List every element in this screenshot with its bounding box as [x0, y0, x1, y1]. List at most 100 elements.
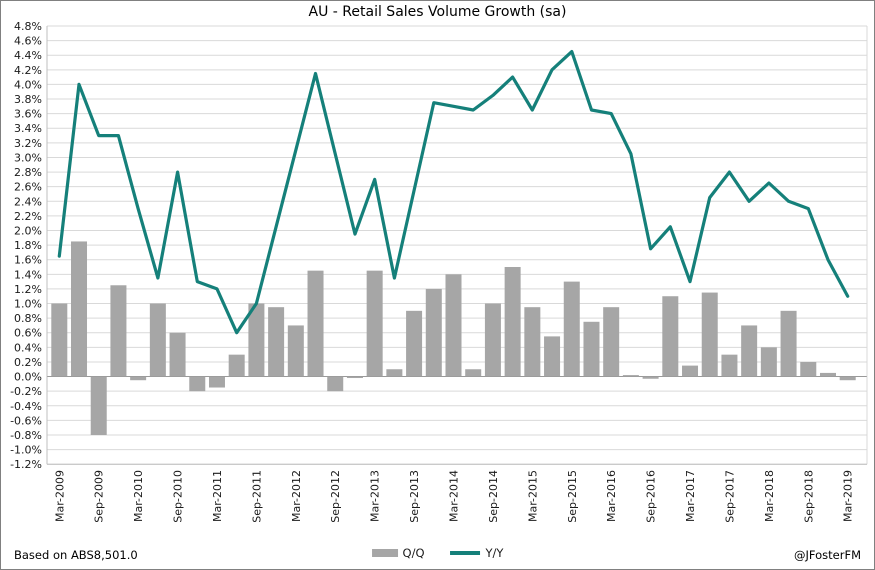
bar-qoq — [386, 369, 403, 377]
bar-qoq — [425, 288, 442, 377]
credit-note: @JFosterFM — [794, 548, 861, 562]
x-tick-label: Mar-2010 — [132, 470, 145, 522]
bar-qoq — [839, 376, 856, 381]
y-tick-label: 3.8% — [14, 93, 42, 106]
y-tick-label: 2.0% — [14, 224, 42, 237]
y-tick-label: 0.2% — [14, 356, 42, 369]
x-tick-label: Sep-2014 — [487, 470, 500, 523]
bar-qoq — [642, 376, 659, 379]
bar-qoq — [504, 267, 521, 377]
y-tick-label: 4.4% — [14, 49, 42, 62]
x-tick-label: Mar-2013 — [369, 470, 382, 522]
bar-qoq — [760, 347, 777, 377]
y-tick-label: 0.0% — [14, 371, 42, 384]
bar-qoq — [662, 296, 679, 377]
x-tick-label: Sep-2015 — [566, 470, 579, 523]
y-tick-label: 1.4% — [14, 268, 42, 281]
y-tick-label: 1.2% — [14, 283, 42, 296]
x-tick-label: Sep-2016 — [645, 470, 658, 523]
bar-qoq — [307, 270, 324, 377]
bar-qoq — [583, 321, 600, 377]
y-tick-label: 4.0% — [14, 78, 42, 91]
y-tick-label: -1.2% — [10, 458, 42, 471]
x-tick-label: Mar-2015 — [526, 470, 539, 522]
bar-qoq — [465, 369, 482, 377]
bar-qoq — [484, 303, 501, 377]
x-tick-label: Sep-2010 — [172, 470, 185, 523]
bar-qoq — [701, 292, 718, 377]
bar-qoq — [819, 372, 836, 377]
line-yoy — [57, 49, 850, 335]
bar-qoq — [169, 332, 186, 377]
bar-qoq — [406, 310, 423, 377]
bar-qoq — [268, 307, 285, 377]
bar-qoq — [71, 241, 88, 377]
x-tick-label: Sep-2009 — [93, 470, 106, 523]
x-tick-label: Mar-2016 — [605, 470, 618, 522]
bar-qoq — [780, 310, 797, 377]
bar-qoq — [327, 376, 344, 392]
bar-qoq — [366, 270, 383, 377]
y-tick-label: 2.6% — [14, 181, 42, 194]
bar-qoq — [90, 376, 107, 435]
bar-qoq — [800, 361, 817, 377]
legend-bar-swatch-icon — [371, 549, 398, 557]
x-tick-label: Sep-2017 — [723, 470, 736, 523]
bar-qoq — [208, 376, 225, 388]
y-tick-label: 3.0% — [14, 151, 42, 164]
x-tick-label: Mar-2018 — [763, 470, 776, 522]
bar-qoq — [228, 354, 245, 377]
bar-qoq — [682, 365, 699, 377]
y-tick-label: 2.2% — [14, 210, 42, 223]
legend-line-swatch-icon — [450, 551, 481, 555]
y-tick-label: 4.6% — [14, 35, 42, 48]
y-tick-label: 3.4% — [14, 122, 42, 135]
y-tick-label: 0.6% — [14, 327, 42, 340]
y-tick-label: 0.4% — [14, 341, 42, 354]
bar-qoq — [721, 354, 738, 377]
bar-qoq — [248, 303, 265, 377]
y-tick-label: -0.8% — [10, 429, 42, 442]
bar-qoq — [544, 336, 561, 377]
y-tick-label: -0.2% — [10, 385, 42, 398]
x-tick-label: Mar-2019 — [842, 470, 855, 522]
bar-qoq — [110, 285, 127, 377]
y-tick-label: 1.8% — [14, 239, 42, 252]
x-tick-label: Mar-2011 — [211, 470, 224, 522]
y-tick-label: -0.6% — [10, 414, 42, 427]
bar-qoq — [524, 307, 541, 377]
bar-qoq — [445, 274, 462, 377]
bar-qoq — [287, 325, 304, 377]
x-tick-label: Mar-2009 — [53, 470, 66, 522]
y-tick-label: 3.2% — [14, 137, 42, 150]
bar-qoq — [622, 375, 639, 377]
bar-qoq — [189, 376, 206, 392]
bar-qoq — [51, 303, 68, 377]
bar-qoq — [346, 376, 363, 379]
legend-line-label: Y/Y — [485, 546, 504, 560]
y-tick-label: 1.0% — [14, 298, 42, 311]
x-tick-label: Sep-2018 — [802, 470, 815, 523]
legend-bar-label: Q/Q — [402, 546, 425, 560]
y-tick-label: 4.2% — [14, 64, 42, 77]
bar-qoq — [130, 376, 147, 381]
x-tick-label: Mar-2012 — [290, 470, 303, 522]
source-note: Based on ABS8,501.0 — [14, 548, 138, 562]
y-tick-label: 1.6% — [14, 254, 42, 267]
y-tick-label: 0.8% — [14, 312, 42, 325]
bar-qoq — [563, 281, 580, 377]
x-tick-label: Sep-2013 — [408, 470, 421, 523]
legend: Q/Q Y/Y — [371, 546, 504, 560]
x-tick-label: Mar-2014 — [448, 470, 461, 522]
y-tick-label: 3.6% — [14, 108, 42, 121]
y-tick-label: 4.8% — [14, 20, 42, 33]
x-tick-label: Sep-2011 — [250, 470, 263, 523]
y-tick-label: -1.0% — [10, 444, 42, 457]
bar-qoq — [149, 303, 166, 377]
x-tick-label: Sep-2012 — [329, 470, 342, 523]
bar-qoq — [603, 307, 620, 377]
y-tick-label: 2.8% — [14, 166, 42, 179]
chart-title: AU - Retail Sales Volume Growth (sa) — [308, 4, 567, 20]
